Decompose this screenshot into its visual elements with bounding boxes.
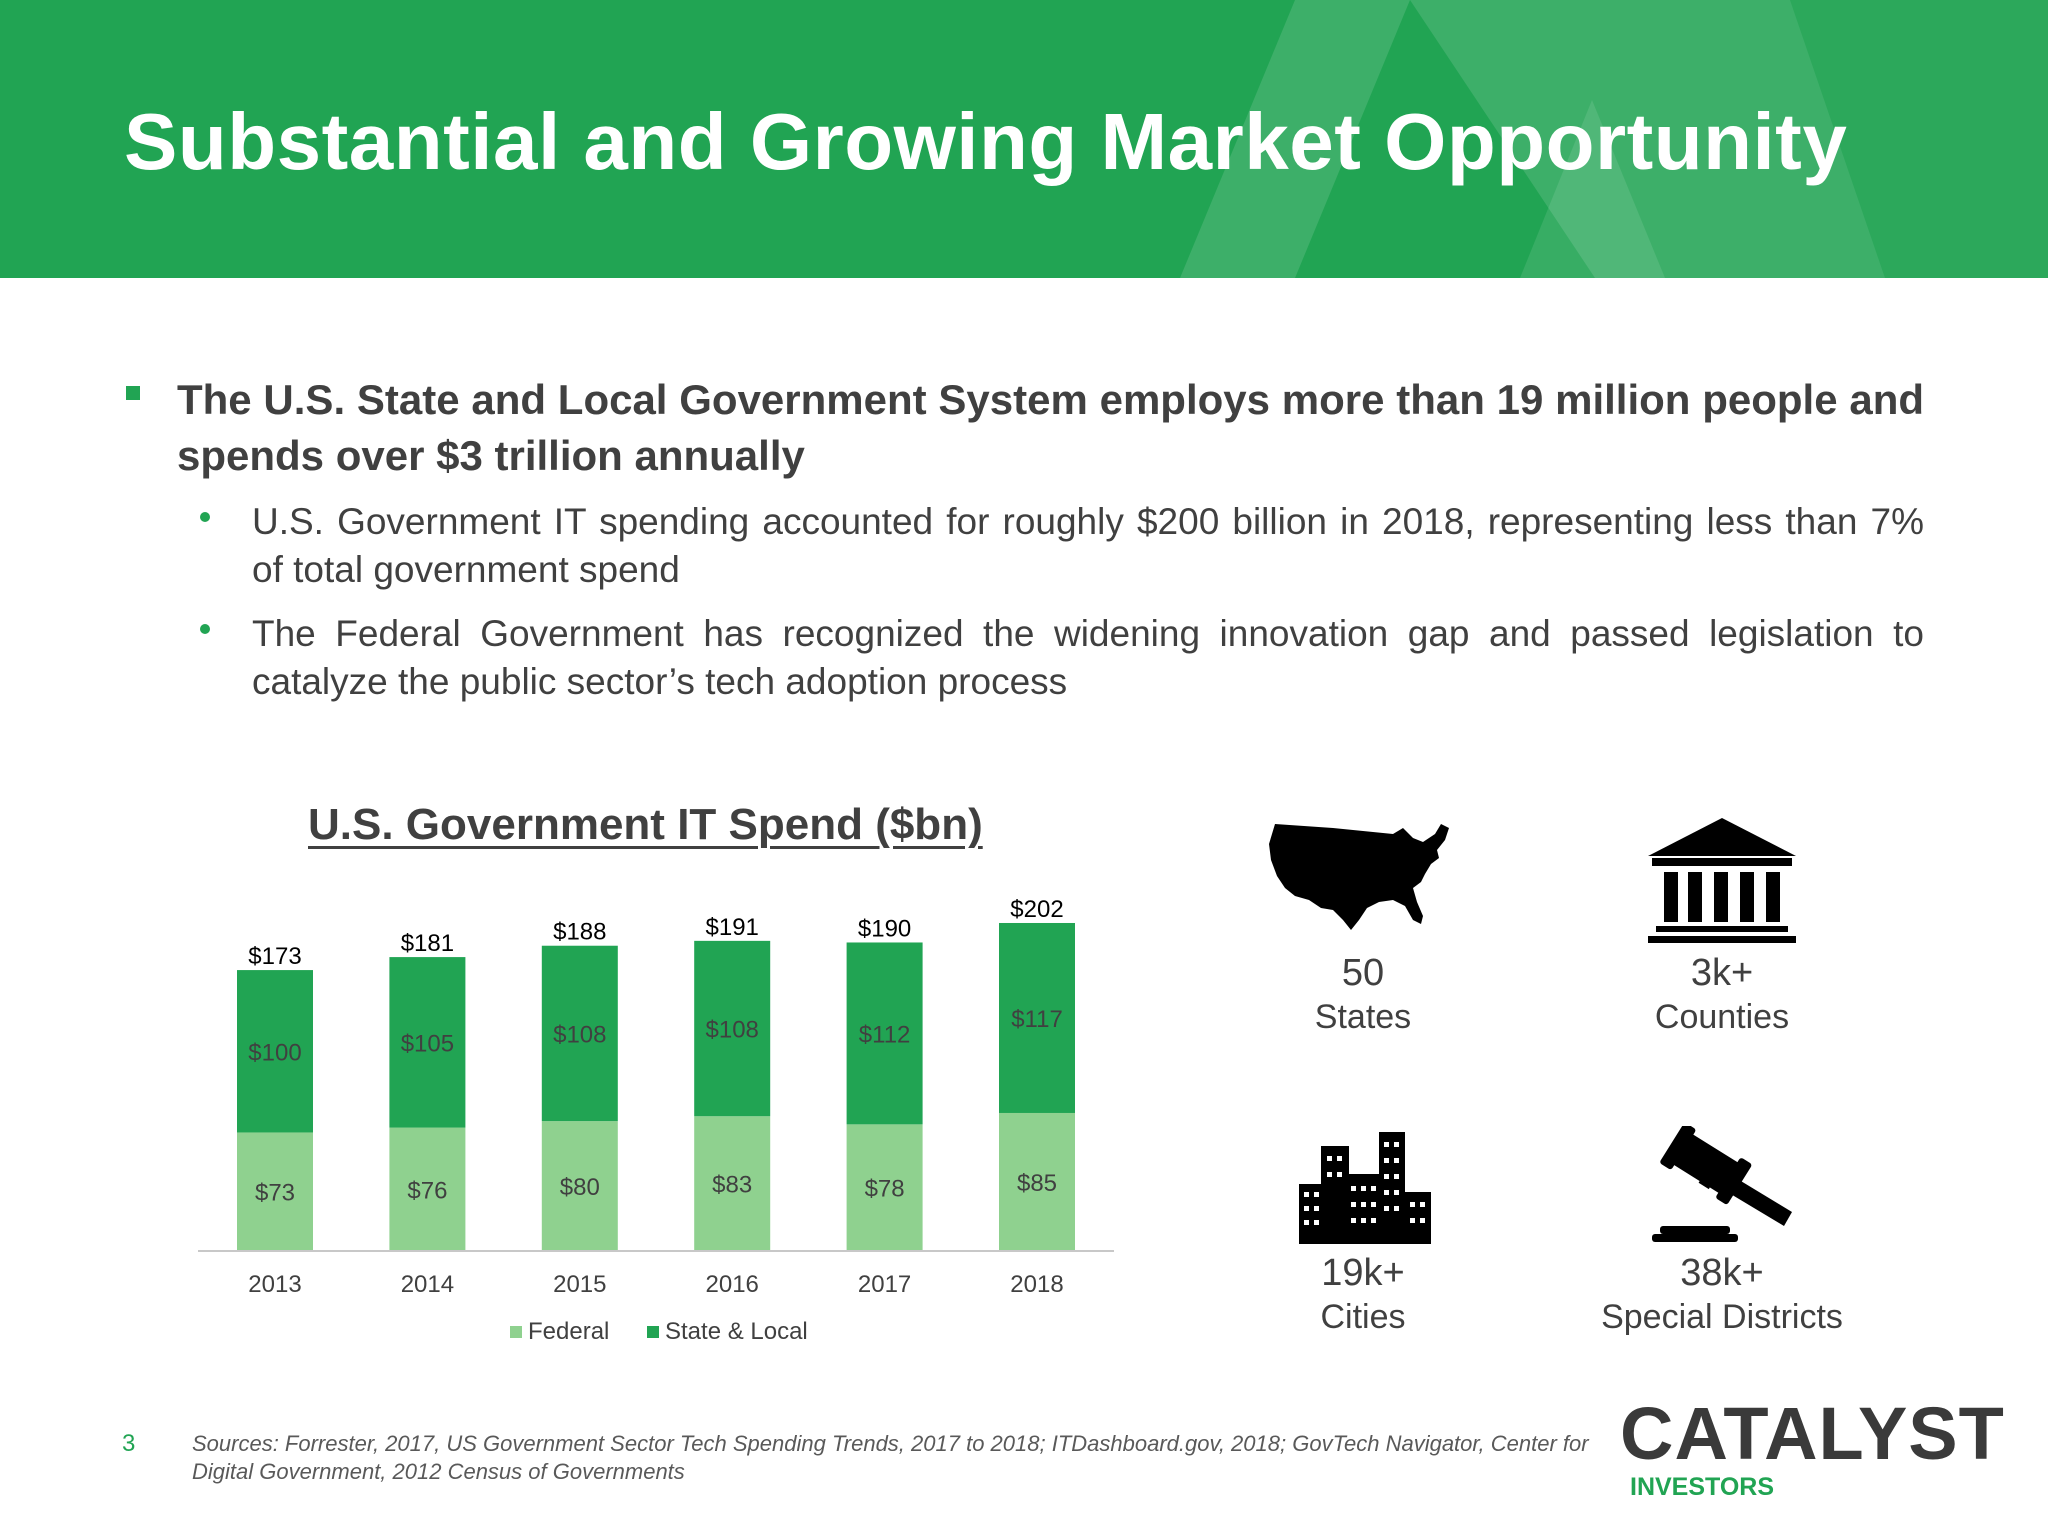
total-label: $191 xyxy=(706,914,759,941)
logo-wordmark: CATALYST xyxy=(1620,1392,2005,1475)
bar-segment xyxy=(694,1116,771,1251)
square-bullet-icon xyxy=(126,386,140,400)
page-number: 3 xyxy=(122,1430,136,1457)
city-buildings-icon xyxy=(1299,1132,1431,1244)
page-title: Substantial and Growing Market Opportuni… xyxy=(124,97,1848,186)
stat-states: 50 States xyxy=(1203,816,1523,1039)
dot-bullet-icon xyxy=(200,512,210,522)
total-label: $173 xyxy=(248,943,301,970)
main-bullet-text: The U.S. State and Local Government Syst… xyxy=(177,376,1924,479)
data-label: $112 xyxy=(859,1021,911,1048)
data-label: $108 xyxy=(553,1021,606,1048)
bar-segment xyxy=(999,1112,1075,1251)
stat-label: States xyxy=(1314,998,1412,1036)
bar-segment xyxy=(389,957,466,1128)
sub-bullet-text: U.S. Government IT spending accounted fo… xyxy=(252,501,1924,590)
dot-bullet-icon xyxy=(200,624,210,634)
x-tick-label: 2016 xyxy=(706,1271,759,1298)
data-label: $100 xyxy=(248,1039,301,1066)
data-label: $78 xyxy=(865,1176,905,1203)
sources-note: Sources: Forrester, 2017, US Government … xyxy=(192,1431,1589,1484)
data-label: $73 xyxy=(255,1180,295,1207)
x-tick-label: 2013 xyxy=(248,1271,301,1298)
data-label: $117 xyxy=(1011,1006,1063,1033)
legend-label: Federal xyxy=(528,1318,609,1345)
x-tick-label: 2017 xyxy=(858,1271,911,1298)
data-label: $105 xyxy=(401,1030,454,1057)
header-decoration xyxy=(1180,0,2048,278)
total-label: $190 xyxy=(858,915,911,942)
data-label: $85 xyxy=(1017,1170,1057,1197)
bar-segment xyxy=(541,945,618,1122)
data-label: $80 xyxy=(560,1174,600,1201)
data-label: $83 xyxy=(712,1172,752,1199)
gavel-icon xyxy=(1652,1123,1792,1242)
stat-number: 3k+ xyxy=(1690,952,1754,994)
sub-bullet-text: The Federal Government has recognized th… xyxy=(252,613,1924,702)
bar-segment xyxy=(999,922,1075,1113)
stat-counties: 3k+ Counties xyxy=(1562,816,1882,1039)
total-label: $202 xyxy=(1010,896,1063,923)
courthouse-icon xyxy=(1648,818,1796,943)
main-bullet: The U.S. State and Local Government Syst… xyxy=(126,372,1924,484)
sub-bullet-2: The Federal Government has recognized th… xyxy=(200,610,1924,706)
bar-segment xyxy=(694,940,771,1117)
x-tick-label: 2014 xyxy=(401,1271,454,1298)
stat-label: Special Districts xyxy=(1601,1298,1843,1336)
stat-label: Counties xyxy=(1654,998,1790,1036)
bar-segment xyxy=(541,1121,618,1251)
catalyst-logo: CATALYST INVESTORS xyxy=(1620,1392,2005,1506)
bar-segment xyxy=(846,942,923,1125)
legend-swatch xyxy=(510,1326,522,1338)
bar-segment xyxy=(846,1124,923,1251)
stat-number: 19k+ xyxy=(1321,1252,1405,1294)
data-label: $76 xyxy=(407,1177,447,1204)
chart-title: U.S. Government IT Spend ($bn) xyxy=(308,800,983,849)
bar-segment xyxy=(237,1132,313,1251)
header-banner: Substantial and Growing Market Opportuni… xyxy=(0,0,2048,278)
bar-segment xyxy=(237,970,313,1133)
bar-segment xyxy=(389,1127,466,1251)
x-tick-label: 2015 xyxy=(553,1271,606,1298)
bar-chart: $73 $100 $173 2013 $76 $105 $181 2014 $80 $108 $18… xyxy=(198,896,1114,1345)
total-label: $181 xyxy=(401,930,454,957)
stat-label: Cities xyxy=(1320,1298,1406,1336)
data-label: $108 xyxy=(706,1017,759,1044)
total-label: $188 xyxy=(553,919,606,946)
sub-bullet-1: U.S. Government IT spending accounted fo… xyxy=(200,498,1924,594)
stat-number: 50 xyxy=(1341,952,1385,994)
stat-cities: 19k+ Cities xyxy=(1203,1126,1523,1339)
legend-swatch xyxy=(647,1326,659,1338)
logo-subtitle: INVESTORS xyxy=(1630,1473,1775,1501)
x-tick-label: 2018 xyxy=(1010,1271,1063,1298)
stat-number: 38k+ xyxy=(1680,1252,1764,1294)
us-map-icon xyxy=(1269,824,1449,930)
legend-label: State & Local xyxy=(665,1318,808,1345)
stat-special-districts: 38k+ Special Districts xyxy=(1562,1123,1882,1339)
